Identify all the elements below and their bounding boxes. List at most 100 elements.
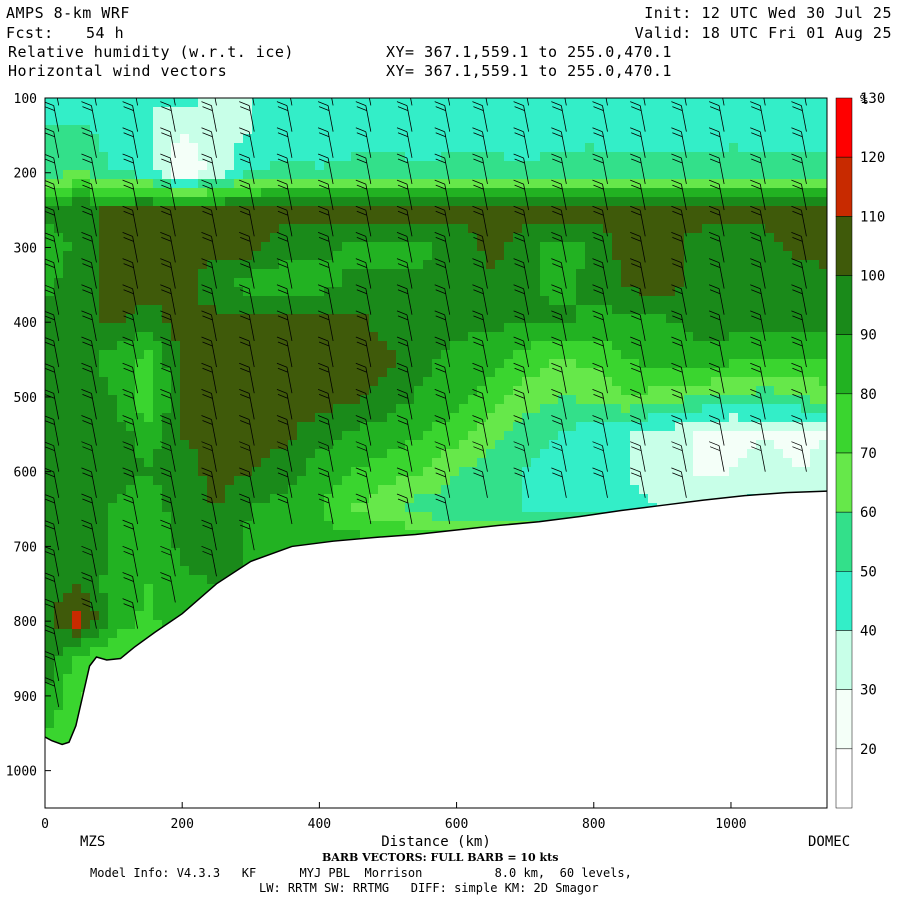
rh-cell — [549, 107, 559, 117]
rh-cell — [306, 422, 316, 432]
rh-cell — [81, 404, 91, 414]
rh-cell — [261, 503, 271, 513]
rh-cell — [342, 305, 352, 315]
rh-cell — [270, 152, 280, 162]
rh-cell — [117, 161, 127, 171]
rh-cell — [351, 422, 361, 432]
rh-cell — [324, 467, 334, 477]
rh-cell — [99, 620, 109, 630]
rh-cell — [369, 179, 379, 189]
rh-cell — [216, 404, 226, 414]
rh-cell — [225, 404, 235, 414]
rh-cell — [261, 413, 271, 423]
rh-cell — [54, 647, 64, 657]
rh-cell — [594, 350, 604, 360]
rh-cell — [72, 260, 82, 270]
rh-cell — [306, 332, 316, 342]
rh-cell — [342, 161, 352, 171]
rh-cell — [99, 296, 109, 306]
rh-cell — [189, 269, 199, 279]
rh-cell — [369, 251, 379, 261]
rh-cell — [270, 476, 280, 486]
rh-cell — [369, 494, 379, 504]
rh-cell — [531, 431, 541, 441]
rh-cell — [585, 116, 595, 126]
rh-cell — [225, 386, 235, 396]
rh-cell — [270, 224, 280, 234]
rh-cell — [405, 152, 415, 162]
rh-cell — [351, 170, 361, 180]
rh-cell — [522, 242, 532, 252]
rh-cell — [324, 485, 334, 495]
rh-cell — [351, 161, 361, 171]
rh-cell — [540, 161, 550, 171]
rh-cell — [333, 458, 343, 468]
rh-cell — [594, 170, 604, 180]
rh-cell — [477, 431, 487, 441]
rh-cell — [126, 422, 136, 432]
rh-cell — [414, 134, 424, 144]
rh-cell — [63, 548, 73, 558]
rh-cell — [90, 134, 100, 144]
rh-cell — [99, 206, 109, 216]
rh-cell — [324, 521, 334, 531]
rh-cell — [54, 206, 64, 216]
rh-cell — [351, 368, 361, 378]
rh-cell — [432, 431, 442, 441]
rh-cell — [495, 512, 505, 522]
rh-cell — [414, 386, 424, 396]
rh-cell — [135, 179, 145, 189]
rh-cell — [63, 485, 73, 495]
rh-cell — [72, 431, 82, 441]
rh-cell — [315, 431, 325, 441]
rh-cell — [288, 485, 298, 495]
rh-cell — [450, 368, 460, 378]
rh-cell — [171, 287, 181, 297]
rh-cell — [504, 152, 514, 162]
rh-cell — [576, 314, 586, 324]
rh-cell — [450, 179, 460, 189]
rh-cell — [504, 341, 514, 351]
rh-cell — [243, 476, 253, 486]
rh-cell — [45, 638, 55, 648]
rh-cell — [414, 215, 424, 225]
rh-cell — [90, 161, 100, 171]
rh-cell — [288, 116, 298, 126]
rh-cell — [225, 116, 235, 126]
rh-cell — [468, 188, 478, 198]
rh-cell — [396, 521, 406, 531]
rh-cell — [315, 350, 325, 360]
rh-cell — [153, 386, 163, 396]
rh-cell — [99, 224, 109, 234]
rh-cell — [369, 341, 379, 351]
rh-cell — [369, 143, 379, 153]
rh-cell — [414, 449, 424, 459]
rh-cell — [486, 449, 496, 459]
rh-cell — [396, 161, 406, 171]
rh-cell — [99, 404, 109, 414]
rh-cell — [297, 197, 307, 207]
rh-cell — [576, 224, 586, 234]
rh-cell — [117, 359, 127, 369]
rh-cell — [360, 188, 370, 198]
rh-cell — [423, 350, 433, 360]
rh-cell — [117, 584, 127, 594]
rh-cell — [135, 278, 145, 288]
rh-cell — [594, 206, 604, 216]
rh-cell — [234, 305, 244, 315]
rh-cell — [117, 485, 127, 495]
rh-cell — [288, 161, 298, 171]
rh-cell — [279, 431, 289, 441]
rh-cell — [495, 386, 505, 396]
rh-cell — [171, 575, 181, 585]
rh-cell — [216, 350, 226, 360]
rh-cell — [234, 278, 244, 288]
rh-cell — [153, 458, 163, 468]
rh-cell — [225, 350, 235, 360]
rh-cell — [243, 458, 253, 468]
rh-cell — [423, 314, 433, 324]
rh-cell — [594, 305, 604, 315]
rh-cell — [171, 161, 181, 171]
rh-cell — [225, 287, 235, 297]
rh-cell — [243, 152, 253, 162]
